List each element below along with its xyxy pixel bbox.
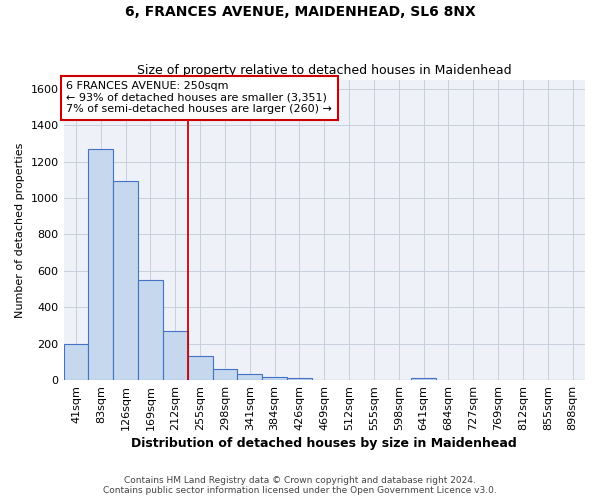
Bar — [88, 149, 113, 380]
Bar — [238, 374, 262, 380]
Bar — [411, 378, 436, 380]
Y-axis label: Number of detached properties: Number of detached properties — [15, 142, 25, 318]
Bar — [287, 378, 312, 380]
Text: Contains HM Land Registry data © Crown copyright and database right 2024.
Contai: Contains HM Land Registry data © Crown c… — [103, 476, 497, 495]
Bar — [188, 356, 212, 380]
Bar — [113, 180, 138, 380]
Text: 6 FRANCES AVENUE: 250sqm
← 93% of detached houses are smaller (3,351)
7% of semi: 6 FRANCES AVENUE: 250sqm ← 93% of detach… — [66, 81, 332, 114]
Text: 6, FRANCES AVENUE, MAIDENHEAD, SL6 8NX: 6, FRANCES AVENUE, MAIDENHEAD, SL6 8NX — [125, 5, 475, 19]
Bar — [64, 344, 88, 380]
Bar — [163, 331, 188, 380]
Title: Size of property relative to detached houses in Maidenhead: Size of property relative to detached ho… — [137, 64, 512, 77]
Bar — [262, 377, 287, 380]
Bar — [212, 368, 238, 380]
Bar — [138, 280, 163, 380]
X-axis label: Distribution of detached houses by size in Maidenhead: Distribution of detached houses by size … — [131, 437, 517, 450]
